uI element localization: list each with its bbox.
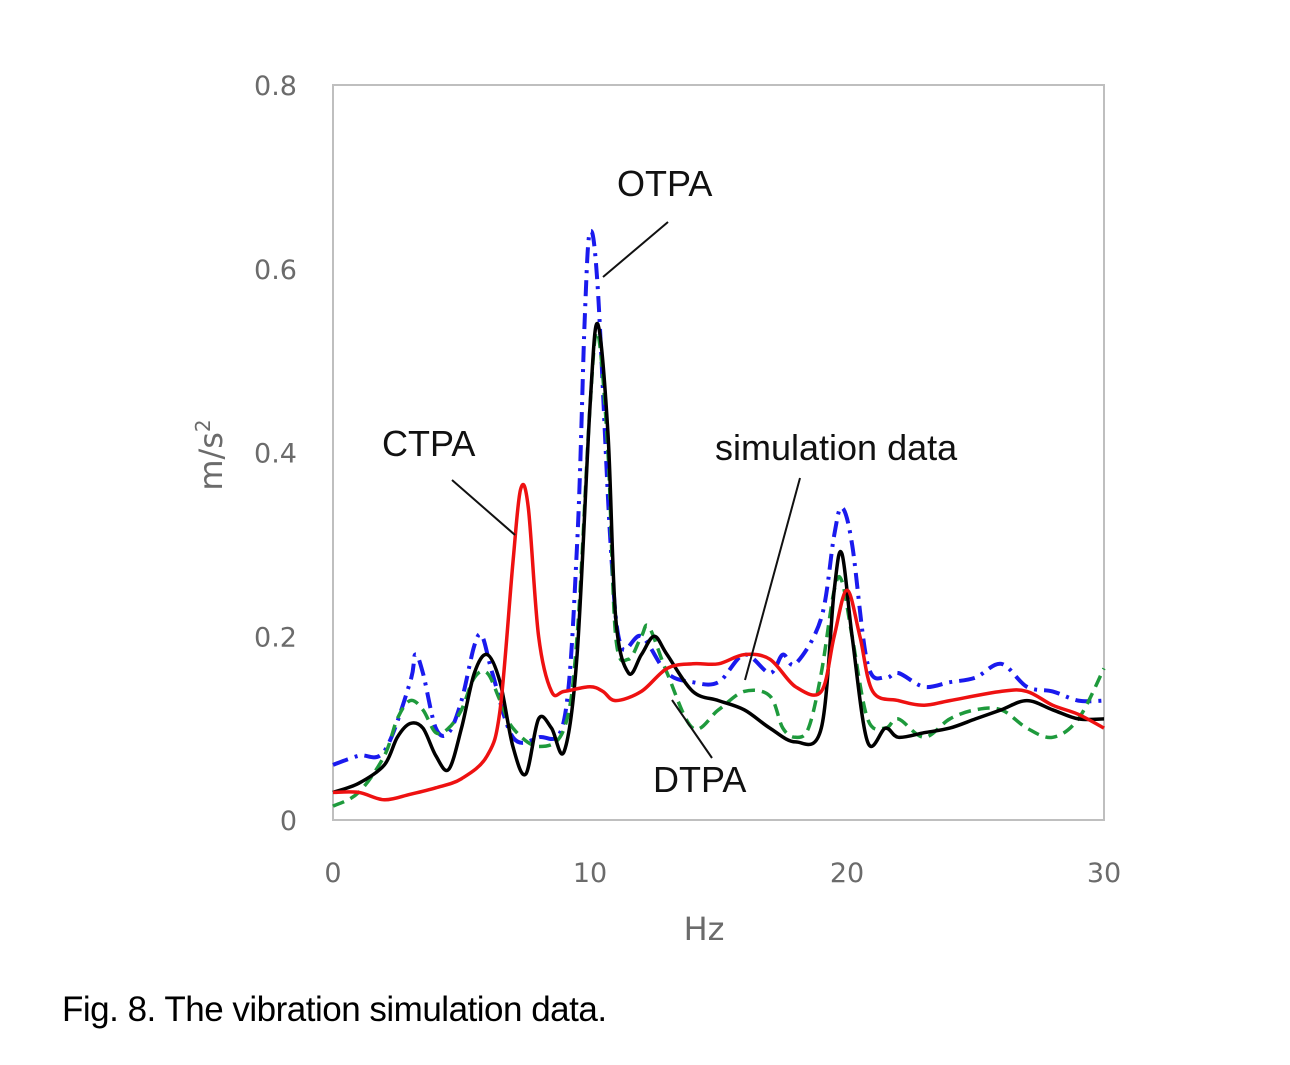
y-tick-label: 0.6: [254, 255, 297, 286]
series-line-ctpa: [332, 482, 1105, 802]
y-tick-label: 0.2: [254, 622, 297, 653]
y-axis-title-exponent: 2: [191, 419, 215, 432]
plot-area-frame: [332, 84, 1105, 821]
x-axis-title: Hz: [684, 910, 725, 948]
y-axis-title: m/s2: [191, 419, 230, 490]
simulation-data-leader-line: [744, 477, 801, 681]
otpa-leader-line: [602, 221, 669, 278]
annotation-otpa: OTPA: [617, 163, 712, 204]
dtpa-leader-line: [671, 699, 713, 759]
x-tick-label: 0: [324, 858, 341, 889]
y-tick-label: 0.8: [254, 71, 297, 102]
y-axis-ticks: 0 0.2 0.4 0.6 0.8: [254, 71, 297, 837]
x-axis-ticks: 0 10 20 30: [324, 858, 1121, 889]
series-line-dtpa: [332, 330, 1106, 808]
ctpa-leader-line: [451, 479, 516, 536]
annotation-simulation-data: simulation data: [715, 427, 958, 468]
x-tick-label: 30: [1087, 858, 1121, 889]
figure-caption: Fig. 8. The vibration simulation data.: [62, 990, 607, 1029]
x-tick-label: 10: [573, 858, 607, 889]
y-tick-label: 0.4: [254, 439, 297, 470]
annotation-dtpa: DTPA: [653, 759, 746, 800]
chart: 0 0.2 0.4 0.6 0.8 0 10 20 30 OTPA CTPA simulati…: [191, 71, 1121, 948]
series-line-simulation-data: [332, 321, 1105, 795]
y-axis-title-unit: m/s: [192, 432, 230, 491]
x-tick-label: 20: [830, 858, 864, 889]
series-layer: [332, 228, 1106, 808]
series-line-otpa: [332, 228, 1105, 767]
y-tick-label: 0: [280, 806, 297, 837]
annotation-leader-lines: [451, 221, 801, 759]
annotation-ctpa: CTPA: [382, 423, 475, 464]
